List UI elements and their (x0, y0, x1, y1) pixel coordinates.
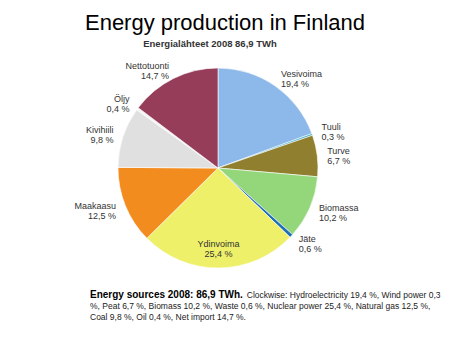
value-label: 9,8 % (90, 135, 113, 145)
slice (138, 68, 218, 168)
slice-label: Biomassa (319, 203, 359, 213)
slice-label: Ydinvoima (197, 239, 239, 249)
caption-title: Energy sources 2008: 86,9 TWh. (90, 289, 243, 300)
slice-label: Nettotuonti (125, 61, 169, 71)
slice-label: Vesivoima (281, 69, 322, 79)
slice-label: Öljy (114, 94, 130, 104)
value-label: 0,6 % (299, 244, 322, 254)
value-label: 14,7 % (141, 71, 169, 81)
chart: Energy production in Finland Energialähte… (0, 0, 450, 338)
value-label: 10,2 % (319, 213, 347, 223)
subtitle: Energialähteet 2008 86,9 TWh (143, 38, 277, 49)
slices (118, 68, 318, 268)
slice-label: Jäte (299, 234, 316, 244)
value-label: 0,4 % (106, 104, 129, 114)
slice (118, 167, 218, 238)
data-labels: Vesivoima19,4 % Tuuli0,3 % Turve6,7 % Bioma… (75, 61, 359, 260)
value-label: 12,5 % (88, 211, 116, 221)
slice-label: Turve (327, 146, 350, 156)
slice-label: Tuuli (322, 122, 341, 132)
value-label: 19,4 % (281, 79, 309, 89)
value-label: 6,7 % (327, 156, 350, 166)
title: Energy production in Finland (85, 10, 365, 35)
slice-label: Kivihiili (86, 125, 114, 135)
value-label: 0,3 % (322, 132, 345, 142)
slice-label: Maakaasu (75, 201, 117, 211)
caption: Energy sources 2008: 86,9 TWh.Clockwise:… (90, 289, 442, 323)
value-label: 25,4 % (204, 249, 232, 259)
page: {"chart_data": {"type": "pie", "title": … (0, 0, 450, 338)
